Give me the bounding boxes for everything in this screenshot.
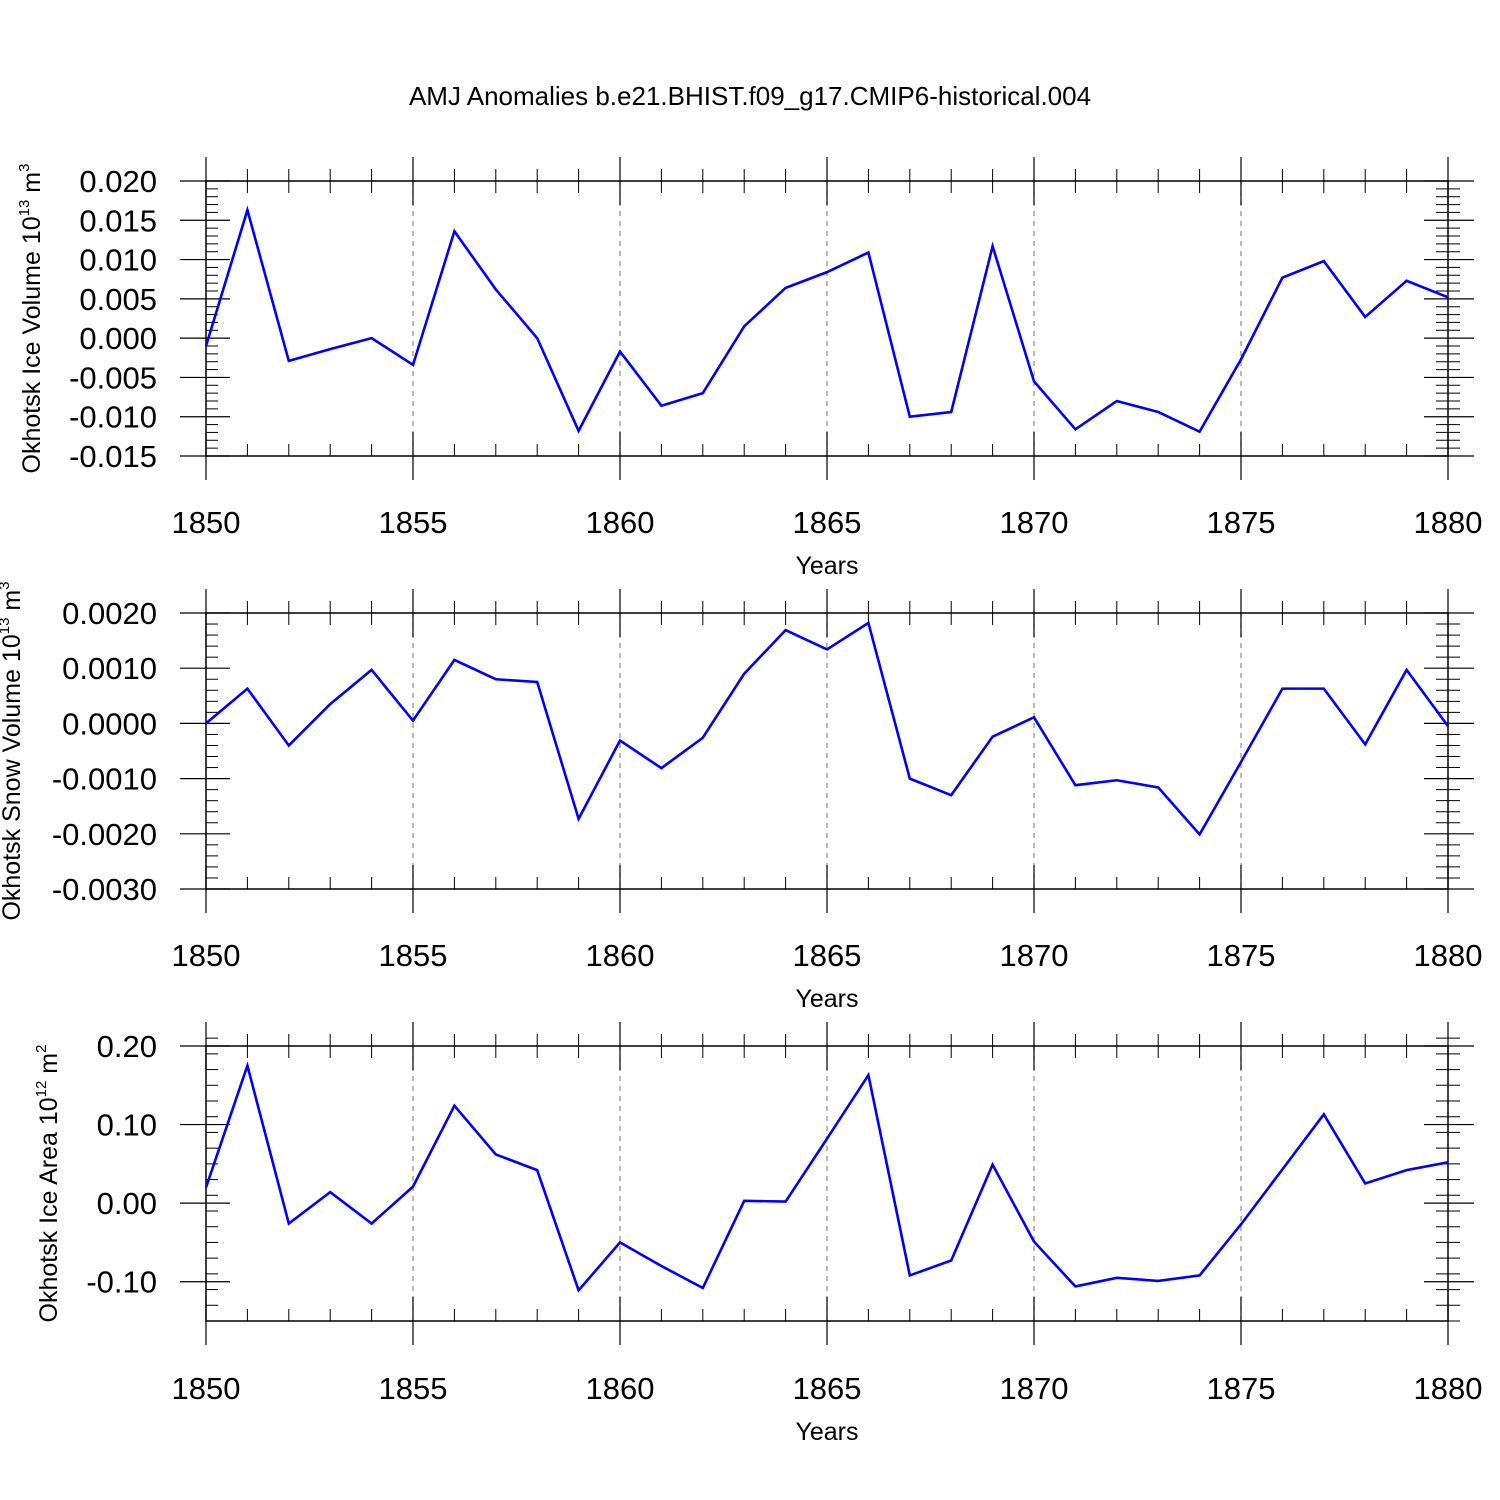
- panel-2-y-axis-label: Okhotsk Snow Volume 1013 m3: [0, 581, 26, 920]
- panel-3-y-tick-label: -0.10: [86, 1265, 157, 1300]
- chart-title: AMJ Anomalies b.e21.BHIST.f09_g17.CMIP6-…: [409, 81, 1091, 111]
- panel-3-y-axis-label-unit-exponent: 2: [33, 1045, 50, 1053]
- panel-1-y-tick-label: -0.005: [69, 360, 157, 395]
- panel-1-y-tick-label: 0.010: [79, 243, 157, 278]
- panel-2-y-tick-label: 0.0000: [62, 706, 157, 741]
- panel-1-x-tick-label: 1850: [172, 505, 241, 540]
- panel-2-x-tick-label: 1860: [586, 938, 655, 973]
- panel-3-x-tick-label: 1875: [1207, 1371, 1276, 1406]
- panel-2-y-axis-label-unit: m: [0, 590, 26, 618]
- panel-3-y-axis-label: Okhotsk Ice Area 1012 m2: [33, 1045, 63, 1323]
- panel-3-x-tick-label: 1865: [793, 1371, 862, 1406]
- panel-1-y-tick-label: -0.015: [69, 439, 157, 474]
- panel-1-x-tick-label: 1880: [1414, 505, 1483, 540]
- panel-1-x-axis-label: Years: [795, 552, 858, 580]
- panel-2-plot-frame: [205, 612, 1449, 890]
- panel-3-y-axis-label-text: Okhotsk Ice Area 10: [35, 1097, 63, 1322]
- panel-1-y-axis-label: Okhotsk Ice Volume 1013 m3: [16, 164, 46, 474]
- panel-3-y-tick-label: 0.20: [97, 1029, 157, 1064]
- panel-2-x-axis-label: Years: [795, 985, 858, 1013]
- panel-2-x-tick-label: 1870: [1000, 938, 1069, 973]
- panel-2-y-tick-label: 0.0010: [62, 651, 157, 686]
- panel-3-y-axis-label-unit: m: [35, 1053, 63, 1081]
- panel-3-x-tick-label: 1860: [586, 1371, 655, 1406]
- panel-2-y-tick-label: 0.0020: [62, 596, 157, 631]
- chart-panel-1: 1850 1855 1860 1865 1870 1875 1880 -0.015 -0.010…: [16, 157, 1482, 580]
- panel-3-y-tick-label: 0.10: [97, 1108, 157, 1143]
- panel-2-x-tick-label: 1880: [1414, 938, 1483, 973]
- panel-1-y-axis-label-text: Okhotsk Ice Volume 10: [18, 216, 46, 473]
- panel-2-y-tick-label: -0.0010: [52, 762, 157, 797]
- panel-2-x-tick-label: 1865: [793, 938, 862, 973]
- chart-panel-3: 1850 1855 1860 1865 1870 1875 1880 -0.10 0.00 0.1…: [33, 1022, 1482, 1446]
- panel-2-x-tick-label: 1850: [172, 938, 241, 973]
- panel-1-series-line: [204, 205, 1449, 434]
- panel-1-y-axis-label-unit-exponent: 3: [16, 164, 33, 172]
- panel-3-x-tick-label: 1880: [1414, 1371, 1483, 1406]
- panel-3-y-tick-label: 0.00: [97, 1186, 157, 1221]
- panel-1-y-tick-label: 0.015: [79, 203, 157, 238]
- panel-3-y-axis-label-exponent: 12: [33, 1081, 50, 1098]
- panel-1-y-tick-label: 0.005: [79, 282, 157, 317]
- panel-2-y-tick-label: -0.0030: [52, 872, 157, 907]
- panel-1-x-tick-label: 1860: [586, 505, 655, 540]
- panel-1-x-tick-label: 1875: [1207, 505, 1276, 540]
- panel-1-y-axis-label-exponent: 13: [16, 200, 33, 217]
- panel-2-y-tick-label: -0.0020: [52, 817, 157, 852]
- panel-1-y-axis-label-unit: m: [18, 172, 46, 200]
- panel-1-x-tick-label: 1855: [379, 505, 448, 540]
- panel-3-x-axis-label: Years: [795, 1418, 858, 1446]
- panel-3-x-tick-label: 1855: [379, 1371, 448, 1406]
- panel-2-series-line: [205, 620, 1450, 837]
- panel-1-y-tick-label: -0.010: [69, 400, 157, 435]
- panel-2-x-tick-label: 1875: [1207, 938, 1276, 973]
- panel-2-y-axis-label-text: Okhotsk Snow Volume 10: [0, 634, 26, 920]
- panel-1-y-tick-label: 0.020: [79, 164, 157, 199]
- panel-1-x-tick-label: 1870: [1000, 505, 1069, 540]
- panel-3-series-line: [204, 1061, 1449, 1293]
- panel-1-x-tick-label: 1865: [793, 505, 862, 540]
- panel-3-x-tick-label: 1870: [1000, 1371, 1069, 1406]
- panel-2-y-axis-label-unit-exponent: 3: [0, 581, 13, 589]
- panel-1-plot-frame: [205, 180, 1449, 457]
- panel-2-x-tick-label: 1855: [379, 938, 448, 973]
- panel-3-x-tick-label: 1850: [172, 1371, 241, 1406]
- panel-2-y-axis-label-exponent: 13: [0, 618, 13, 635]
- chart-panel-2: 1850 1855 1860 1865 1870 1875 1880 -0.0030 -0.00…: [0, 581, 1482, 1013]
- panel-1-y-tick-label: 0.000: [79, 321, 157, 356]
